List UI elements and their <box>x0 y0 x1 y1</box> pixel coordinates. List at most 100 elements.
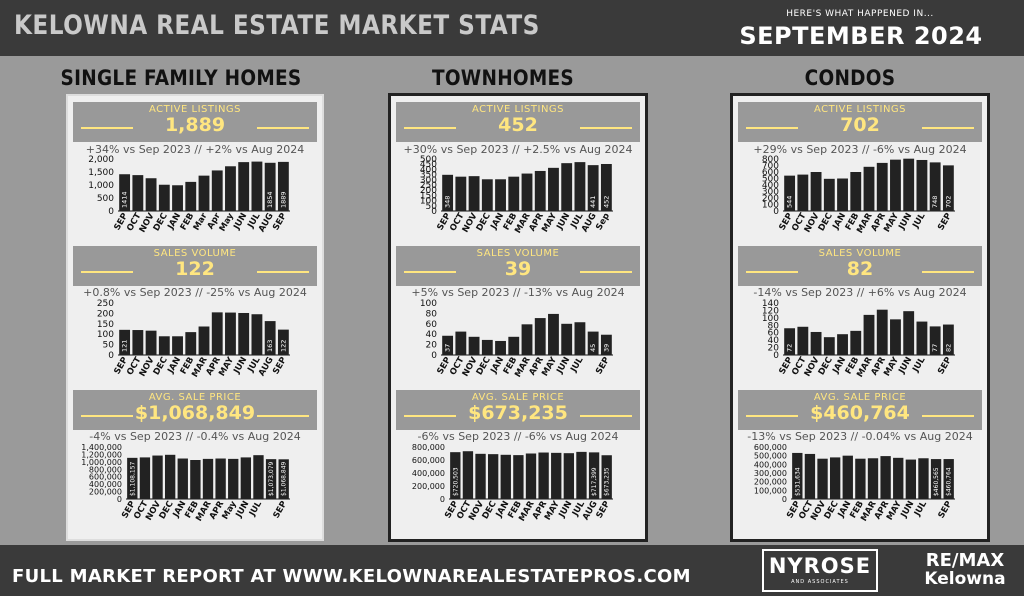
bar <box>600 163 612 211</box>
bar <box>253 455 264 499</box>
remax-logo: RE/MAX Kelowna <box>915 550 1015 589</box>
y-tick-label: 500 <box>762 175 779 185</box>
bar-value-label: 122 <box>279 340 287 352</box>
y-tick-label: 300 <box>420 176 437 186</box>
y-tick-label: 100 <box>762 314 779 324</box>
bar <box>880 456 891 499</box>
bar <box>238 312 250 355</box>
stat-label: SALES VOLUME <box>818 248 902 259</box>
bar <box>890 319 901 355</box>
y-tick-label: 300,000 <box>754 469 787 478</box>
y-tick-label: 800 <box>762 155 779 165</box>
bar-value-label: 1854 <box>266 191 274 208</box>
stats-panel: ACTIVE LISTINGS 702 +29% vs Sep 2023 // -6… <box>733 96 987 539</box>
bar <box>468 176 480 211</box>
stats-panel: ACTIVE LISTINGS 1,889 +34% vs Sep 2023 // … <box>68 96 322 539</box>
x-tick-label: JUN <box>232 212 250 233</box>
bar <box>823 337 835 355</box>
y-tick-label: 250 <box>420 181 437 191</box>
bar-value-label: $1,108,157 <box>129 461 136 496</box>
y-tick-label: 400,000 <box>754 460 787 469</box>
bar <box>551 452 562 499</box>
bar <box>139 457 151 499</box>
y-tick-label: 150 <box>420 191 437 201</box>
bar <box>829 457 841 499</box>
y-tick-label: 250 <box>97 299 114 309</box>
bar <box>576 451 587 499</box>
y-tick-label: 100 <box>762 201 779 211</box>
bar-value-label: 121 <box>121 340 129 352</box>
stat-comparison: -4% vs Sep 2023 // -0.4% vs Aug 2024 <box>89 430 301 443</box>
y-tick-label: 600,000 <box>412 456 445 465</box>
nyrose-logo: NYROSE AND ASSOCIATES <box>762 549 878 592</box>
bar <box>903 311 915 355</box>
bar <box>119 174 131 211</box>
bar <box>265 459 277 499</box>
report-link[interactable]: FULL MARKET REPORT AT WWW.KELOWNAREALEST… <box>12 566 691 587</box>
y-tick-label: 50 <box>426 202 438 212</box>
bar <box>905 459 917 499</box>
bar <box>784 175 796 211</box>
y-tick-label: 150 <box>97 320 114 330</box>
bar-chart: 02040608010012014072SEPOCTNOVDECJANFEBMA… <box>762 299 955 379</box>
y-tick-label: 500,000 <box>754 452 787 461</box>
column-title: TOWNHOMES <box>431 66 575 90</box>
bar <box>185 332 197 355</box>
bar <box>587 165 599 211</box>
x-tick-label: SEP <box>271 356 289 377</box>
bar <box>228 458 239 499</box>
y-tick-label: 100 <box>420 299 437 309</box>
bar <box>943 459 954 499</box>
y-tick-label: 1,000,000 <box>81 458 122 467</box>
stat-line-left <box>404 271 456 273</box>
bar-chart: 0 200,000 400,000 600,000 800,000 $720,503 SEP… <box>412 443 613 523</box>
stat-value: 82 <box>846 258 874 280</box>
y-tick-label: 800,000 <box>89 465 122 474</box>
bar <box>468 336 480 355</box>
stat-label: AVG. SALE PRICE <box>471 392 565 403</box>
remax-logo-line1: RE/MAX <box>925 550 1005 571</box>
bar <box>561 163 573 211</box>
bar-chart: 0200,000400,000600,000800,0001,000,0001,… <box>81 443 290 523</box>
y-tick-label: 1,400,000 <box>81 443 122 452</box>
bar <box>563 453 575 499</box>
stat-value: 122 <box>175 258 215 280</box>
y-tick-label: 0 <box>431 351 437 361</box>
column-title: SINGLE FAMILY HOMES <box>60 66 302 90</box>
stat-line-left <box>746 271 798 273</box>
y-tick-label: 350 <box>420 171 437 181</box>
bar <box>158 336 170 355</box>
y-tick-label: 20 <box>426 341 438 351</box>
stat-line-right <box>922 415 974 417</box>
bar <box>930 459 942 499</box>
bar-value-label: 1889 <box>279 191 287 208</box>
bar-value-label: $1,073,079 <box>268 461 275 496</box>
stat-label: SALES VOLUME <box>476 248 560 259</box>
x-tick-label: SEP <box>272 500 290 521</box>
bar <box>797 326 809 355</box>
bar <box>588 452 600 499</box>
bar <box>145 178 157 211</box>
y-tick-label: 300 <box>762 188 779 198</box>
y-tick-label: 500 <box>420 155 437 165</box>
bar <box>145 330 157 355</box>
x-tick-label: JUL <box>569 355 586 375</box>
y-tick-label: 50 <box>103 341 115 351</box>
stat-line-left <box>81 127 133 129</box>
stat-value: 39 <box>504 258 532 280</box>
stat-line-right <box>580 271 632 273</box>
bar <box>487 454 499 499</box>
y-tick-label: 40 <box>426 330 438 340</box>
bar-value-label: 702 <box>944 196 952 208</box>
y-tick-label: 0 <box>773 351 779 361</box>
bar <box>867 458 879 499</box>
y-tick-label: 600,000 <box>754 443 787 452</box>
y-tick-label: 400 <box>420 165 437 175</box>
bar <box>198 175 210 211</box>
stat-line-right <box>922 127 974 129</box>
x-tick-label: JUN <box>232 356 250 377</box>
nyrose-logo-text: NYROSE <box>768 554 872 578</box>
y-tick-label: 100,000 <box>754 486 787 495</box>
bar <box>251 161 263 211</box>
bar <box>601 455 612 499</box>
